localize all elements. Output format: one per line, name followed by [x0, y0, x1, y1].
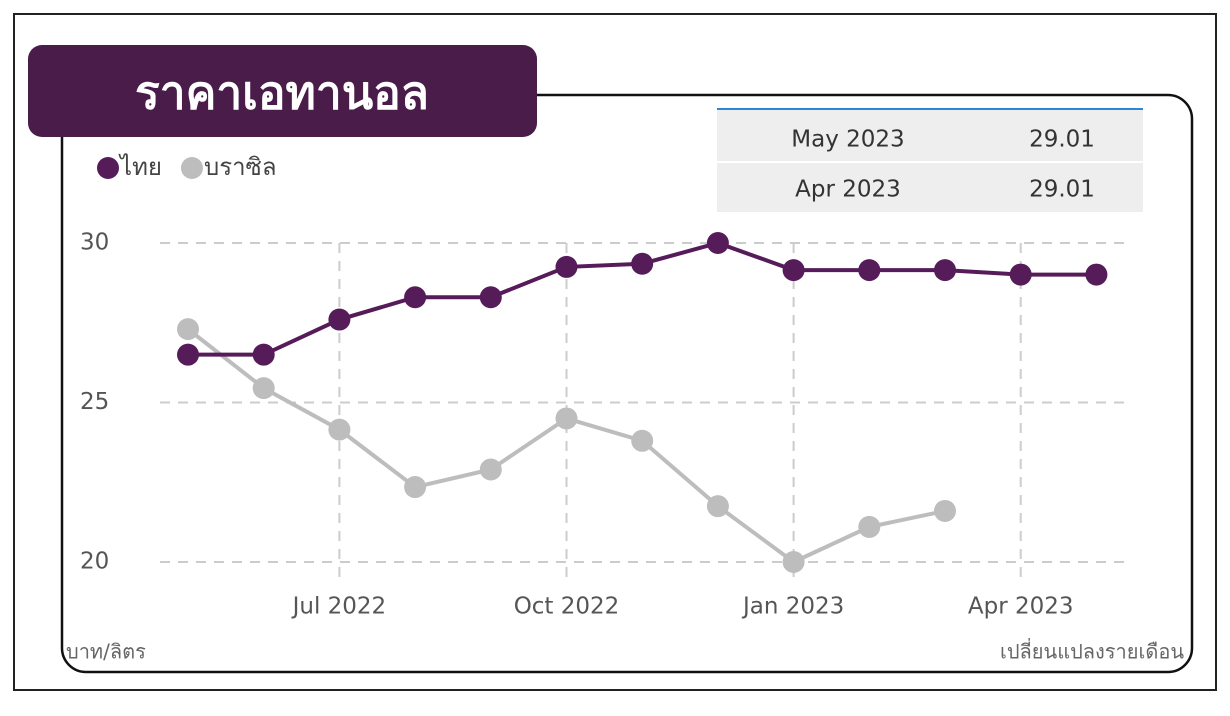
legend-label: ไทย — [118, 153, 162, 181]
data-point — [934, 259, 956, 282]
x-note: เปลี่ยนแปลงรายเดือน — [1000, 638, 1184, 664]
data-point — [782, 551, 805, 573]
data-point — [479, 286, 502, 309]
data-point — [1085, 263, 1108, 286]
x-tick-label: Jul 2022 — [291, 594, 387, 620]
x-tick-label: Apr 2023 — [968, 594, 1074, 620]
data-point — [404, 286, 427, 309]
y-unit-label: บาท/ลิตร — [66, 640, 146, 664]
legend-marker — [97, 157, 119, 179]
data-point — [858, 515, 881, 538]
legend-marker — [180, 157, 203, 179]
y-tick-label: 20 — [80, 549, 109, 575]
data-point — [555, 255, 578, 278]
y-tick-label: 25 — [80, 389, 109, 415]
title-tab — [28, 45, 537, 137]
data-point — [706, 495, 729, 518]
data-point — [328, 308, 351, 331]
data-point — [177, 343, 199, 366]
data-point — [404, 476, 427, 499]
data-point — [555, 407, 578, 430]
data-point — [1009, 263, 1032, 286]
data-point — [328, 418, 351, 441]
x-tick-label: Jan 2023 — [741, 594, 844, 620]
table — [717, 108, 1143, 212]
chart-title: ราคาเอทานอล — [135, 66, 429, 120]
table-cell: 29.01 — [1029, 127, 1095, 153]
data-point — [177, 318, 199, 341]
data-point — [706, 232, 729, 254]
data-point — [631, 252, 654, 275]
x-tick-label: Oct 2022 — [514, 594, 620, 620]
data-point — [782, 259, 805, 282]
table-accent — [717, 108, 1143, 110]
table-cell: 29.01 — [1029, 177, 1095, 203]
data-point — [252, 343, 275, 366]
table-cell: May 2023 — [791, 127, 904, 153]
legend-label: บราซิล — [204, 153, 277, 181]
data-point — [631, 429, 654, 452]
card — [60, 93, 1194, 674]
y-tick-label: 30 — [80, 230, 109, 256]
table-cell: Apr 2023 — [795, 177, 901, 203]
data-point — [858, 259, 881, 282]
data-point — [934, 499, 956, 522]
data-point — [479, 458, 502, 481]
data-point — [252, 377, 275, 400]
